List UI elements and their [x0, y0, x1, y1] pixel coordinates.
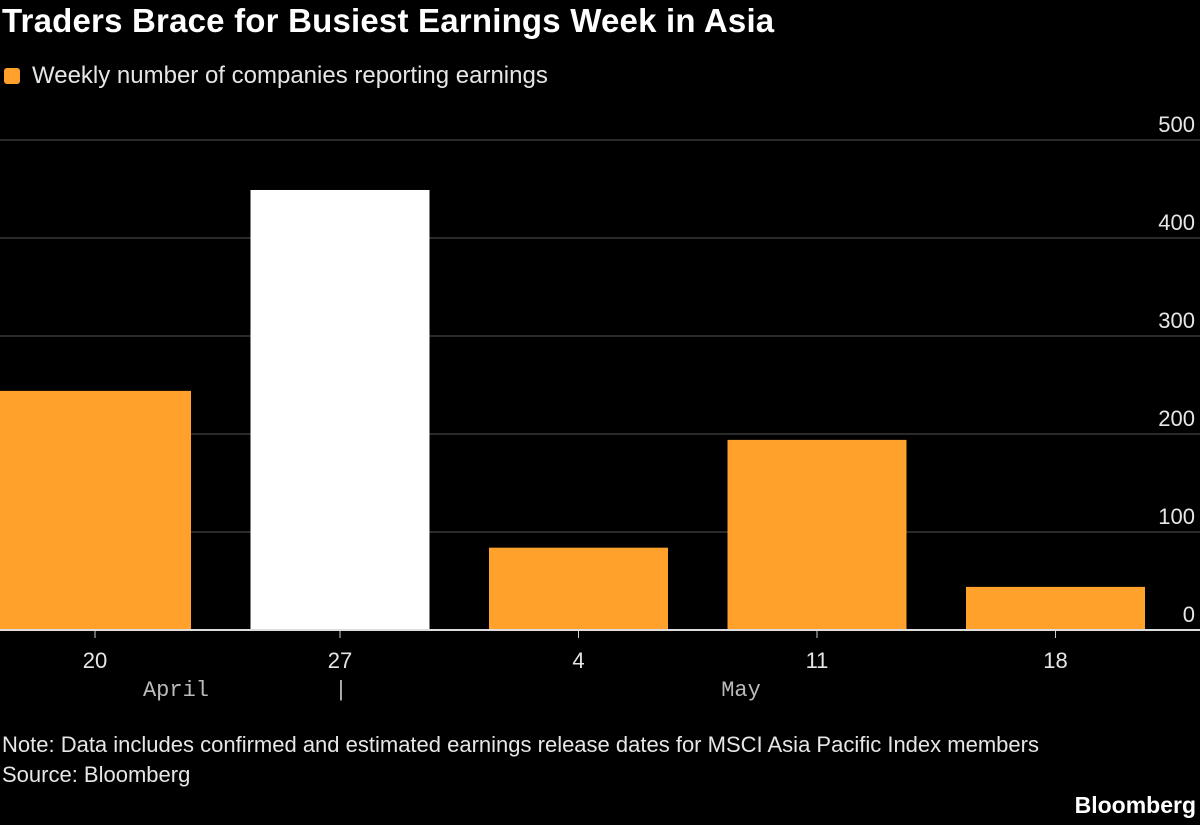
y-tick-label: 200 [1158, 406, 1195, 431]
bar-27 [250, 189, 430, 631]
chart-note: Note: Data includes confirmed and estima… [2, 732, 1039, 757]
month-label-may: May [721, 678, 761, 703]
legend-label: Weekly number of companies reporting ear… [32, 62, 548, 89]
chart-source: Source: Bloomberg [2, 762, 191, 787]
y-tick-label: 300 [1158, 308, 1195, 333]
bar-4 [489, 547, 668, 630]
y-tick-label: 500 [1158, 112, 1195, 137]
legend-swatch [4, 68, 20, 84]
bar-20 [0, 390, 191, 630]
legend: Weekly number of companies reporting ear… [4, 62, 548, 90]
chart-title: Traders Brace for Busiest Earnings Week … [2, 2, 775, 39]
x-tick-label: 4 [572, 648, 584, 673]
y-tick-label: 400 [1158, 210, 1195, 235]
y-tick-label: 100 [1158, 504, 1195, 529]
bar-chart: 0 100 200 300 400 500 20 27 4 11 18 April | May [0, 112, 1200, 703]
y-tick-label: 0 [1183, 602, 1195, 627]
x-tick-label: 27 [328, 648, 352, 673]
month-label-april: April [143, 678, 209, 703]
bloomberg-logo: Bloomberg [1074, 792, 1196, 818]
month-separator: | [334, 678, 347, 703]
x-tick-label: 18 [1043, 648, 1067, 673]
x-tick-label: 20 [83, 648, 107, 673]
bar-18 [966, 586, 1145, 630]
x-tick-label: 11 [806, 648, 829, 673]
bar-11 [727, 439, 907, 630]
